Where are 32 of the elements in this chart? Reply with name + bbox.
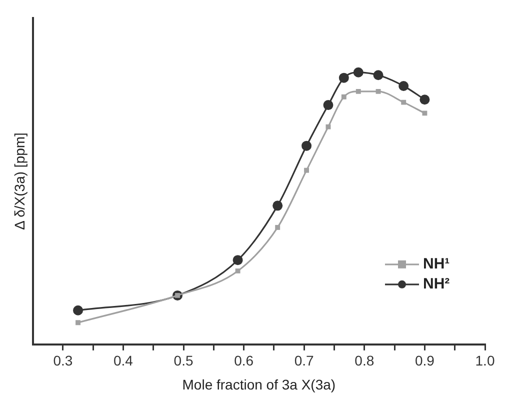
point [338, 72, 349, 83]
point [398, 81, 409, 91]
x-axis-title: Mole fraction of 3a X(3a) [182, 376, 336, 392]
x-tick-label: 0.9 [414, 352, 435, 369]
x-tick-label: 0.6 [234, 352, 254, 369]
x-tick-label: 0.5 [174, 352, 194, 369]
point [353, 67, 364, 78]
point [272, 200, 283, 211]
text: 1.0 [475, 352, 495, 369]
point [323, 100, 334, 110]
x-tick-label: 0.8 [354, 352, 374, 369]
point [376, 88, 381, 94]
point [232, 255, 243, 266]
point [304, 168, 310, 173]
point [401, 100, 406, 105]
point [422, 110, 428, 116]
x-tick-label: 0.7 [294, 352, 314, 369]
x-tick-label: 0.3 [53, 352, 73, 369]
point [76, 320, 80, 326]
point [302, 140, 312, 151]
legend-label: NH² [423, 276, 450, 293]
legend-label: NH¹ [423, 256, 450, 273]
point [275, 224, 280, 230]
point [356, 88, 361, 94]
x-tick-label: 0.4 [114, 352, 134, 369]
point [341, 94, 346, 100]
point [326, 124, 331, 130]
point [235, 268, 240, 274]
point [373, 70, 384, 80]
point [73, 305, 84, 316]
point [420, 94, 430, 105]
y-axis-title: Δ δ/X(3a) [ppm] [11, 132, 28, 230]
